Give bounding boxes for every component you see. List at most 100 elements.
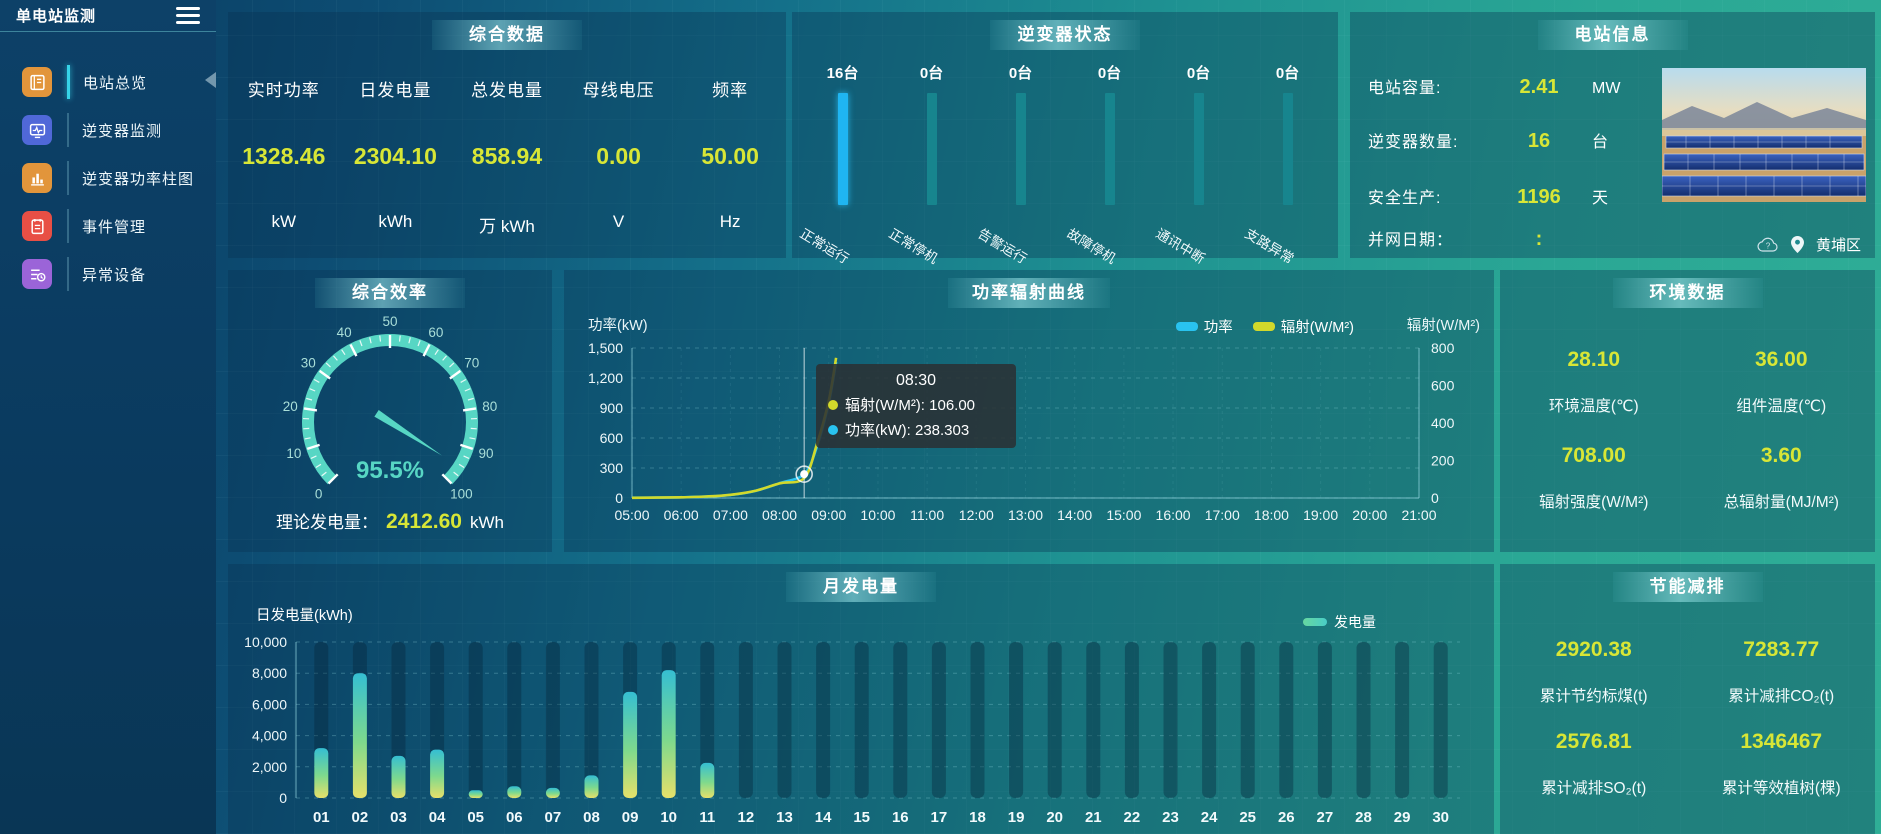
notebook-icon — [22, 211, 52, 241]
environment-metric: 28.10 环境温度(℃) — [1500, 348, 1688, 416]
inverter-status-column: 0台 告警运行 — [975, 62, 1065, 267]
saving-metric: 1346467 累计等效植树(棵) — [1688, 730, 1876, 798]
svg-text:14: 14 — [815, 809, 832, 826]
monthly-legend-item[interactable]: 发电量 — [1303, 612, 1376, 632]
bar-background — [854, 642, 869, 798]
panel-station-info: 电站信息 电站容量: 2.41 MW 逆变器数量: 16 台安全生产: 1196 天并网日期：… — [1350, 12, 1875, 258]
inverter-status-label: 通讯中断 — [1152, 225, 1207, 267]
bar-background — [1356, 642, 1371, 798]
efficiency-gauge-chart[interactable]: 0 10 20 30 40 50 60 70 80 90 100 95.5% — [228, 300, 552, 530]
sidebar-item-event-management[interactable]: 事件管理 — [0, 202, 216, 250]
summary-metric: 总发电量 858.94 万 kWh — [451, 58, 563, 237]
monthly-bar-chart[interactable]: 0 2,000 4,000 6,000 8,000 10,000 01 02 03 04 05 06 0… — [228, 564, 1494, 834]
legend-label: 辐射(W/M²) — [1280, 320, 1354, 336]
gauge-value: 95.5% — [356, 457, 424, 484]
metric-label: 辐射强度(W/M²) — [1539, 494, 1649, 511]
metric-label: 母线电压 — [582, 81, 655, 100]
station-row-value: 16 — [1527, 130, 1551, 152]
saving-metric: 2920.38 累计节约标煤(t) — [1500, 638, 1688, 706]
station-photo — [1662, 68, 1866, 202]
sidebar-item-abnormal-devices[interactable]: 异常设备 — [0, 250, 216, 298]
metric-value: 1328.46 — [242, 143, 326, 169]
svg-text:30: 30 — [1432, 809, 1449, 826]
inverter-count: 0台 — [919, 65, 944, 82]
inverter-status-bar — [837, 93, 848, 205]
legend-item-功率[interactable]: 功率 — [1175, 316, 1233, 337]
generation-bar — [507, 786, 522, 798]
sidebar-item-overview[interactable]: 电站总览 — [0, 58, 216, 106]
svg-text:2,000: 2,000 — [252, 759, 287, 775]
metric-label: 日发电量 — [359, 81, 432, 100]
power-radiation-line-chart[interactable]: 05:00 06:00 07:00 08:00 09:00 10:00 11:00 12:00… — [564, 270, 1494, 552]
svg-text:22: 22 — [1124, 809, 1141, 826]
bar-chart-icon — [22, 163, 52, 193]
panel-title: 功率辐射曲线 — [948, 278, 1110, 308]
tooltip-row: 功率(kW): 238.303 — [828, 419, 1004, 440]
panel-title: 月发电量 — [786, 572, 936, 602]
svg-text:27: 27 — [1317, 809, 1334, 826]
svg-text:8,000: 8,000 — [252, 665, 287, 681]
metric-value: 3.60 — [1760, 444, 1802, 467]
sidebar-header: 单电站监测 — [0, 0, 216, 32]
sidebar-item-inverter-monitor[interactable]: 逆变器监测 — [0, 106, 216, 154]
metric-label: 环境温度(℃) — [1548, 398, 1639, 415]
inverter-count: 16台 — [826, 65, 859, 82]
bar-background — [1047, 642, 1062, 798]
generation-bar — [391, 755, 406, 798]
legend-item-辐射(W/M²)[interactable]: 辐射(W/M²) — [1252, 316, 1354, 337]
metric-value: 28.10 — [1567, 348, 1621, 371]
saving-metric: 2576.81 累计减排SO₂(t) — [1500, 730, 1688, 798]
svg-text:09:00: 09:00 — [811, 507, 846, 523]
tooltip-row-text: 功率(kW): 238.303 — [845, 422, 970, 439]
svg-text:12: 12 — [738, 809, 755, 826]
svg-text:0: 0 — [615, 490, 623, 506]
monthly-legend-label: 发电量 — [1334, 614, 1376, 630]
svg-text:200: 200 — [1431, 453, 1455, 469]
bar-background — [1163, 642, 1178, 798]
metric-unit: Hz — [719, 212, 741, 231]
inverter-status-label: 告警运行 — [974, 225, 1029, 267]
panel-power-radiation-curve: 功率辐射曲线 功率(kW) 辐射(W/M²) 功率 辐射(W/M²) 05:00 0… — [564, 270, 1494, 552]
svg-text:09: 09 — [622, 809, 639, 826]
inverter-status-label: 正常运行 — [796, 225, 851, 267]
inverter-status-label: 故障停机 — [1063, 225, 1118, 267]
weather-cloud-icon: ? — [1757, 237, 1778, 252]
svg-text:10,000: 10,000 — [244, 634, 287, 650]
bar-background — [1317, 642, 1332, 798]
svg-text:40: 40 — [337, 325, 352, 340]
svg-text:26: 26 — [1278, 809, 1295, 826]
theory-label: 理论发电量： — [276, 513, 379, 532]
svg-text:24: 24 — [1201, 809, 1218, 826]
legend-swatch — [1175, 322, 1198, 331]
svg-text:17: 17 — [931, 809, 948, 826]
bar-background — [816, 642, 831, 798]
menu-toggle-icon[interactable] — [176, 3, 200, 28]
metric-label: 组件温度(℃) — [1736, 398, 1827, 415]
generation-bar — [584, 775, 599, 798]
sidebar-item-label: 电站总览 — [83, 74, 148, 92]
tooltip-row: 辐射(W/M²): 106.00 — [828, 394, 1004, 415]
sidebar-collapse-arrow[interactable] — [205, 72, 216, 88]
metric-value: 2304.10 — [353, 143, 437, 169]
station-row-label: 并网日期： — [1368, 232, 1454, 249]
active-indicator-bar — [67, 257, 69, 291]
sidebar-item-inverter-power-bars[interactable]: 逆变器功率柱图 — [0, 154, 216, 202]
svg-text:08: 08 — [583, 809, 600, 826]
theory-unit: kWh — [469, 513, 504, 532]
bar-background — [545, 642, 560, 798]
generation-bar — [468, 790, 483, 798]
device-list-icon — [22, 259, 52, 289]
metric-label: 频率 — [712, 81, 749, 100]
inverter-status-bar — [1015, 93, 1026, 205]
svg-text:08:00: 08:00 — [762, 507, 797, 523]
inverter-count: 0台 — [1275, 65, 1300, 82]
metric-label: 总辐射量(MJ/M²) — [1723, 494, 1839, 511]
sidebar-item-label: 逆变器监测 — [82, 122, 163, 140]
sidebar-item-label: 异常设备 — [82, 266, 147, 284]
panel-summary-data: 综合数据 实时功率 1328.46 kW 日发电量 2304.10 kWh 总发电量 858.… — [228, 12, 786, 258]
svg-text:13: 13 — [776, 809, 793, 826]
svg-text:10:00: 10:00 — [860, 507, 895, 523]
svg-text:11: 11 — [699, 809, 715, 826]
inverter-status-bar — [1282, 93, 1293, 205]
panel-monthly-generation: 月发电量 日发电量(kWh) 发电量 0 2,000 4,000 6,000 8,000… — [228, 564, 1494, 834]
